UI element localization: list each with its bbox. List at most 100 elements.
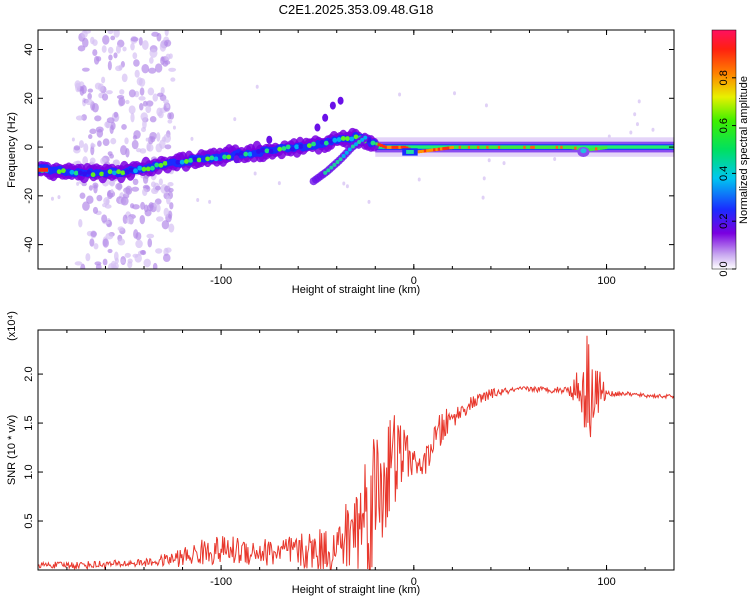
ridge-core: [99, 171, 104, 177]
noise-speck: [633, 112, 637, 117]
noise-speck: [108, 54, 113, 61]
ridge-core: [497, 145, 501, 149]
ridge-core: [541, 145, 545, 149]
noise-speck: [138, 77, 146, 87]
noise-speck: [89, 238, 95, 247]
noise-speck: [94, 261, 102, 266]
noise-speck: [87, 88, 94, 93]
ridge-core: [419, 150, 423, 154]
noise-speck: [110, 35, 116, 41]
noise-speck: [167, 119, 173, 124]
noise-speck: [131, 139, 139, 150]
noise-speck: [133, 130, 141, 139]
ridge-core: [260, 147, 266, 153]
noise-speck: [484, 103, 488, 108]
ridge-core: [428, 148, 432, 152]
noise-speck: [90, 143, 96, 148]
noise-speck: [113, 30, 120, 38]
noise-speck: [482, 176, 486, 181]
colorbar-tick-label: 0.2: [718, 214, 730, 229]
colorbar-ticks: 0.0 0.2 0.4 0.6 0.8: [718, 70, 736, 277]
noise-speck: [122, 46, 127, 52]
ridge-core: [251, 151, 257, 156]
noise-speck: [134, 69, 140, 78]
ridge-core: [175, 159, 181, 165]
ridge-core: [576, 146, 580, 150]
noise-speck: [107, 46, 114, 54]
ridge-core: [437, 147, 441, 151]
noise-speck: [140, 112, 148, 121]
noise-speck: [132, 178, 139, 186]
ridge-core: [601, 146, 605, 150]
ridge-core: [470, 145, 474, 149]
ridge-core: [477, 145, 481, 149]
ridge-core: [467, 145, 471, 149]
ridge-core: [382, 144, 386, 148]
noise-speck: [155, 143, 163, 153]
ridge-core: [507, 145, 511, 149]
ridge-core: [154, 162, 160, 168]
x-tick-label: -100: [210, 576, 232, 588]
colorbar-tick-label: 0.6: [718, 118, 730, 133]
ridge-core: [94, 170, 100, 176]
noise-speck: [86, 195, 94, 204]
noise-speck: [130, 203, 135, 209]
ridge-core: [511, 145, 515, 149]
y-tick-label: 20: [23, 92, 35, 104]
ridge-core: [562, 145, 566, 149]
noise-speck: [169, 112, 175, 120]
noise-speck: [167, 181, 174, 187]
ridge-core: [463, 145, 467, 149]
noise-speck: [138, 36, 143, 46]
noise-speck: [92, 39, 98, 46]
ridge-core: [141, 166, 147, 172]
noise-speck: [165, 247, 172, 253]
ridge-core: [273, 148, 278, 153]
ridge-core: [384, 145, 388, 149]
spectrogram-x-label: Height of straight line (km): [292, 284, 420, 296]
ridge-core: [179, 159, 185, 165]
snr-series-line: [38, 335, 674, 570]
x-tick-label: 0: [411, 576, 417, 588]
ridge-core: [120, 170, 126, 176]
noise-speck: [113, 111, 119, 118]
ridge-core: [544, 145, 548, 149]
ridge-core: [311, 141, 316, 147]
noise-speck: [255, 84, 259, 89]
branch-core: [323, 170, 328, 175]
ridge-core: [294, 144, 300, 150]
noise-speck: [57, 195, 61, 200]
ridge-core: [569, 146, 573, 150]
ridge-core: [65, 170, 71, 176]
noise-speck: [75, 82, 81, 93]
ridge-core: [137, 165, 143, 171]
ridge-blob: [233, 155, 240, 164]
ridge-core: [124, 169, 130, 175]
ridge-core: [285, 144, 291, 150]
ridge-core: [479, 145, 483, 149]
ridge-core: [421, 149, 425, 153]
colorbar-label: Normalized spectral amplitude: [738, 76, 750, 224]
ridge-core: [567, 145, 571, 149]
ridge-core: [560, 145, 564, 149]
snr-y-ticks: 0.5 1.0 1.5 2.0: [23, 366, 674, 529]
noise-speck: [146, 143, 154, 152]
noise-speck: [147, 238, 153, 248]
ridge-core: [103, 172, 109, 177]
ridge-core: [599, 146, 603, 150]
noise-speck: [146, 100, 154, 107]
ridge-core: [502, 145, 506, 149]
ridge-core: [61, 168, 66, 174]
noise-speck: [110, 137, 117, 145]
ridge-core: [128, 167, 134, 173]
noise-speck: [156, 216, 164, 222]
ridge-core: [196, 157, 202, 163]
ridge-core: [150, 165, 155, 171]
ridge-core: [430, 148, 434, 152]
ridge-core: [588, 148, 592, 152]
noise-speck: [125, 147, 130, 158]
spectrogram-x-ticks: -100 0 100: [66, 30, 646, 287]
noise-speck: [166, 195, 171, 205]
noise-speck: [81, 30, 88, 39]
